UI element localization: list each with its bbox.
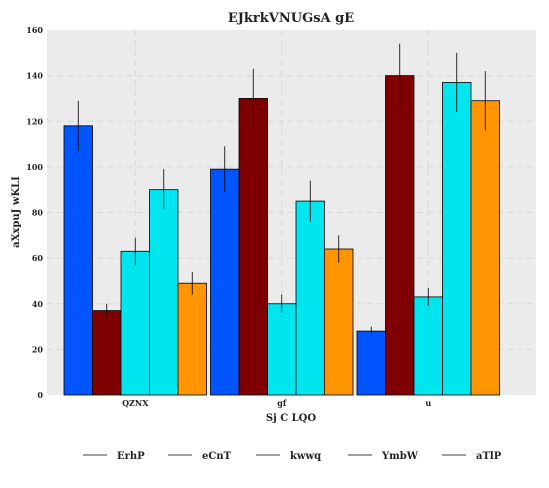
legend-label: kwwq: [290, 451, 321, 462]
legend-label: ErhP: [117, 451, 145, 462]
bar: [177, 282, 207, 396]
y-tick-label: 40: [32, 299, 44, 309]
y-tick-label: 160: [26, 25, 43, 35]
x-axis-ticks: QZNX gf u: [122, 398, 431, 408]
bar: [385, 75, 415, 396]
legend-label: eCnT: [202, 451, 232, 462]
y-tick-label: 20: [32, 344, 44, 354]
x-tick-label: gf: [277, 398, 287, 408]
bar: [120, 250, 150, 396]
legend-label: aTlP: [476, 451, 502, 462]
bar: [324, 248, 354, 396]
bar: [413, 296, 443, 396]
x-tick-label: u: [425, 398, 431, 408]
legend-label: YmbW: [381, 451, 419, 462]
error-bars-group: [77, 43, 486, 336]
y-tick-label: 0: [37, 390, 43, 400]
y-tick-label: 60: [32, 253, 44, 263]
y-axis-label: aXxpuJ wKLI: [11, 176, 22, 248]
bar: [356, 330, 386, 396]
legend: ErhP eCnT kwwq YmbW aTlP: [83, 451, 502, 462]
x-tick-label: QZNX: [122, 398, 149, 408]
bar: [149, 189, 179, 396]
y-tick-label: 100: [26, 162, 43, 172]
bar: [210, 168, 240, 396]
y-tick-label: 140: [26, 71, 43, 81]
bar: [63, 125, 93, 396]
bar: [470, 100, 500, 396]
bar: [442, 82, 472, 396]
chart-title: EJkrkVNUGsA gE: [228, 11, 354, 26]
y-tick-label: 120: [26, 116, 43, 126]
x-axis-label: Sj C LQO: [266, 413, 317, 424]
bar: [295, 200, 325, 396]
bar: [92, 310, 122, 396]
y-tick-label: 80: [32, 208, 44, 218]
bars-group: [63, 75, 500, 396]
bar: [267, 303, 297, 396]
y-axis-ticks: 0 20 40 60 80 100 120 140 160: [26, 25, 43, 400]
bar: [238, 98, 268, 396]
